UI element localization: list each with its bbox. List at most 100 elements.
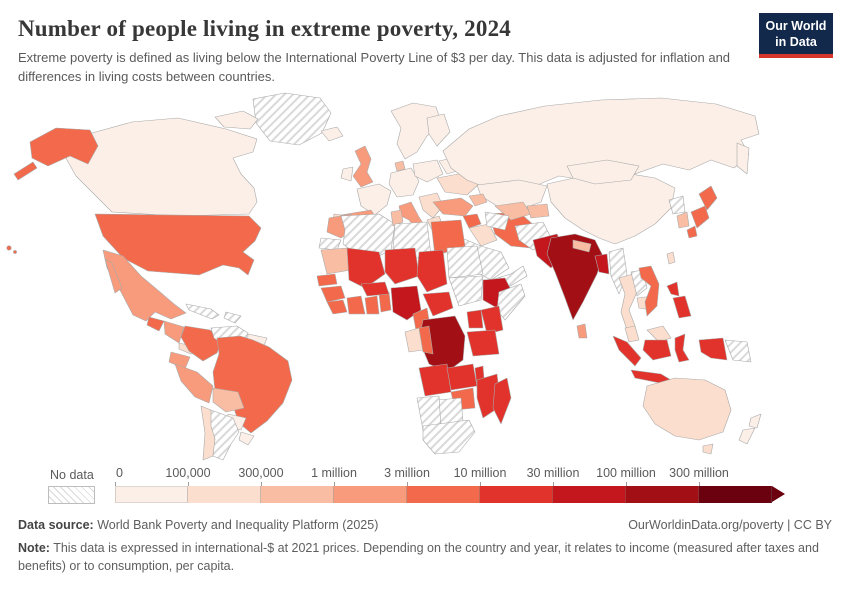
country-honduras-nicaragua[interactable] xyxy=(163,320,185,343)
country-kamchatka[interactable] xyxy=(736,142,750,174)
country-south-africa[interactable] xyxy=(422,419,476,454)
country-new-zealand-north[interactable] xyxy=(748,413,762,428)
legend-segment-7[interactable] xyxy=(553,485,626,503)
country-mali[interactable] xyxy=(346,247,386,288)
country-poland-baltics[interactable] xyxy=(412,159,444,182)
country-north-korea[interactable] xyxy=(668,195,686,214)
country-greenland[interactable] xyxy=(252,92,332,145)
country-mongolia[interactable] xyxy=(566,159,640,184)
country-aleutians[interactable] xyxy=(13,161,38,180)
country-turkey[interactable] xyxy=(432,197,474,216)
country-canada[interactable] xyxy=(61,117,258,216)
country-angola[interactable] xyxy=(418,363,452,396)
country-mexico[interactable] xyxy=(102,249,187,321)
country-sumatra[interactable] xyxy=(612,335,642,366)
country-hispaniola[interactable] xyxy=(223,311,242,323)
country-congo[interactable] xyxy=(418,325,434,354)
country-denmark[interactable] xyxy=(394,160,406,171)
country-hawaii[interactable] xyxy=(6,245,12,251)
country-australia[interactable] xyxy=(642,377,732,440)
country-peru[interactable] xyxy=(174,363,214,403)
country-turkmenistan[interactable] xyxy=(484,211,510,230)
country-mauritania[interactable] xyxy=(320,247,352,274)
country-hawaii[interactable] xyxy=(13,249,17,254)
country-france[interactable] xyxy=(356,183,392,215)
country-cuba[interactable] xyxy=(185,303,220,319)
country-caucasus[interactable] xyxy=(468,193,488,206)
country-sudan[interactable] xyxy=(446,245,484,278)
country-mexico-baja[interactable] xyxy=(104,258,123,293)
country-niger[interactable] xyxy=(384,247,420,284)
legend-segment-3[interactable] xyxy=(261,485,334,503)
country-canada-islands[interactable] xyxy=(214,110,259,129)
country-nepal[interactable] xyxy=(572,239,592,252)
country-zambia[interactable] xyxy=(446,363,478,390)
country-madagascar[interactable] xyxy=(492,377,512,424)
country-central-europe[interactable] xyxy=(388,167,420,197)
footer-link[interactable]: OurWorldinData.org/poverty | CC BY xyxy=(628,517,832,532)
country-chad[interactable] xyxy=(416,249,448,292)
country-guatemala[interactable] xyxy=(146,316,165,331)
country-sierra-leone-liberia[interactable] xyxy=(326,299,348,314)
legend-segment-4[interactable] xyxy=(334,485,407,503)
chart-footer: Data source: World Bank Poverty and Ineq… xyxy=(0,504,850,575)
country-india[interactable] xyxy=(546,233,604,320)
country-kenya[interactable] xyxy=(480,305,504,334)
country-south-sudan[interactable] xyxy=(448,275,484,306)
owid-logo[interactable]: Our World in Data xyxy=(759,13,833,59)
country-japan-north[interactable] xyxy=(698,185,718,210)
country-usa[interactable] xyxy=(94,213,262,275)
country-japan-south[interactable] xyxy=(686,225,698,238)
country-western-sahara[interactable] xyxy=(318,237,342,250)
country-new-zealand-south[interactable] xyxy=(738,427,756,444)
country-ghana[interactable] xyxy=(364,295,380,314)
country-scandinavia[interactable] xyxy=(390,102,442,159)
country-syria[interactable] xyxy=(462,213,482,228)
country-vietnam[interactable] xyxy=(638,265,660,316)
country-papua-new-guinea[interactable] xyxy=(724,339,752,362)
country-bangladesh[interactable] xyxy=(594,253,610,274)
country-west-papua[interactable] xyxy=(698,337,728,360)
country-burkina-faso[interactable] xyxy=(360,281,390,296)
country-iraq[interactable] xyxy=(468,223,498,246)
country-argentina[interactable] xyxy=(210,409,240,460)
country-china[interactable] xyxy=(546,171,676,244)
country-ireland[interactable] xyxy=(340,166,354,181)
country-borneo-malaysia[interactable] xyxy=(646,325,672,342)
legend-segment-8[interactable] xyxy=(626,485,699,503)
legend-segment-5[interactable] xyxy=(407,485,480,503)
country-uruguay[interactable] xyxy=(238,431,255,445)
legend-no-data-swatch[interactable] xyxy=(48,485,95,504)
legend-segment-6[interactable] xyxy=(480,485,553,503)
country-tanzania[interactable] xyxy=(466,329,500,356)
country-philippines-north[interactable] xyxy=(666,281,680,296)
country-brazil[interactable] xyxy=(212,335,293,433)
country-japan-central[interactable] xyxy=(690,205,710,228)
country-sri-lanka[interactable] xyxy=(576,323,588,338)
country-malaysia[interactable] xyxy=(624,325,640,342)
country-philippines-south[interactable] xyxy=(672,295,692,318)
legend-segment-1[interactable] xyxy=(115,485,188,503)
country-alaska[interactable] xyxy=(29,127,99,166)
legend-segment-2[interactable] xyxy=(188,485,261,503)
country-taiwan[interactable] xyxy=(666,251,676,264)
country-kyrgyzstan-tajikistan[interactable] xyxy=(526,203,550,218)
country-ivory-coast[interactable] xyxy=(346,295,366,314)
country-botswana[interactable] xyxy=(436,397,464,424)
country-tunisia[interactable] xyxy=(390,209,404,226)
country-iceland[interactable] xyxy=(320,126,344,141)
country-guinea[interactable] xyxy=(320,285,346,302)
country-sulawesi[interactable] xyxy=(674,333,690,362)
country-finland[interactable] xyxy=(426,113,451,146)
country-senegal[interactable] xyxy=(316,273,338,286)
country-uganda[interactable] xyxy=(466,309,484,328)
country-borneo-indonesia[interactable] xyxy=(642,339,672,360)
country-bolivia[interactable] xyxy=(212,387,245,412)
country-balkans[interactable] xyxy=(418,192,444,218)
country-central-african-republic[interactable] xyxy=(422,291,454,316)
country-tasmania[interactable] xyxy=(702,443,714,454)
country-south-korea[interactable] xyxy=(676,211,690,228)
legend-segment-9[interactable] xyxy=(699,485,772,503)
country-egypt[interactable] xyxy=(430,219,466,256)
country-uk[interactable] xyxy=(352,145,374,187)
